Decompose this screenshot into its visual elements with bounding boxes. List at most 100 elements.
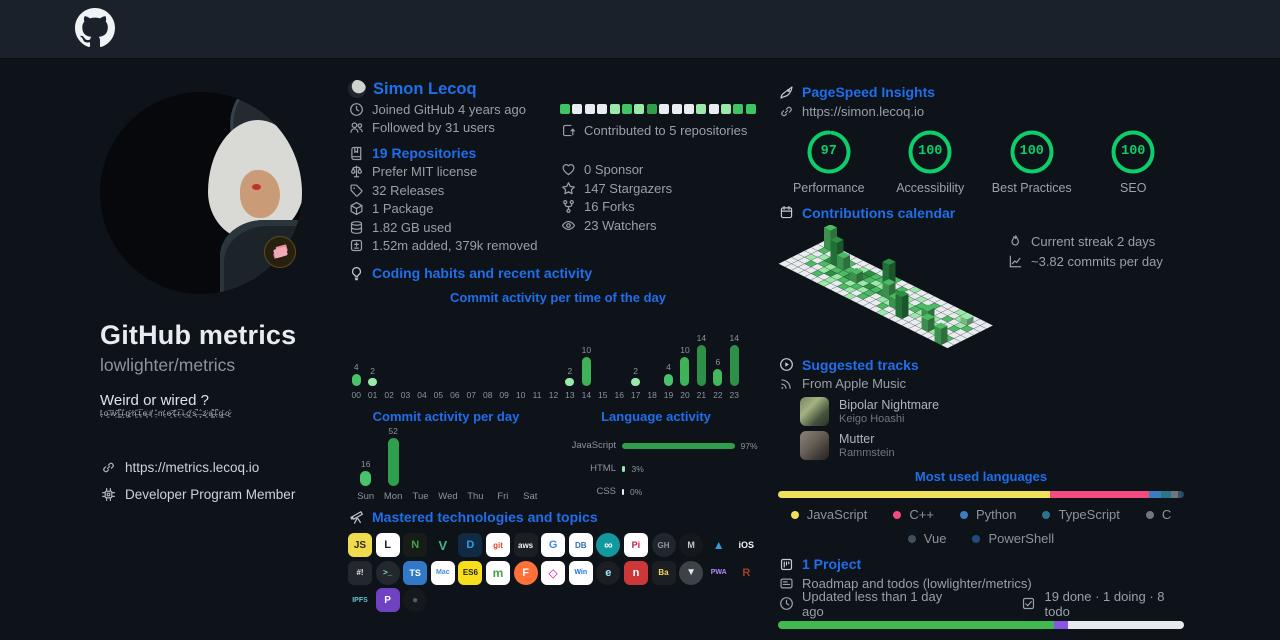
user-avatar [348,80,366,98]
clock-icon [778,596,794,612]
day-bar-column: Fri [497,491,509,502]
project-title: 1 Project [778,556,1184,572]
language-segment-c++ [1050,491,1150,498]
tasklist-icon [1021,596,1037,612]
contribution-square [634,104,645,114]
note-icon [778,575,794,591]
fact-text: Joined GitHub 4 years ago [372,101,526,117]
mastered-title: Mastered technologies and topics [348,509,768,525]
pagespeed-gauge-best-practices: 100 Best Practices [981,129,1083,195]
tag-icon [348,182,364,198]
profile-quote-noise: l̴̟̍o̶͚͠w̷̤̃l̵͇̚i̶̝͒g̷͍̈h̶̰̋t̵͈̿e̶͓͑r̸̙̈… [100,409,232,418]
fact-license: Prefer MIT license [348,163,768,182]
hour-bar-column: 2 13 [565,366,575,400]
hour-bar-column: 08 [482,390,493,400]
streak-label: Current streak 2 days [1031,234,1156,250]
contribution-square [659,104,670,114]
user-name-link[interactable]: Simon Lecoq [373,79,477,98]
header-bar [0,0,1280,58]
pagespeed-title: PageSpeed Insights [778,84,1184,100]
day-bar-column: 16 Sun [357,459,375,502]
tech-ios-icon: iOS [738,540,755,550]
rss-icon [778,376,794,392]
cpu-icon [100,486,116,502]
contributed-label: Contributed to 5 repositories [584,122,748,138]
rocket-icon [778,84,794,100]
contribution-square [584,104,595,114]
hour-bar-column: 2 01 [367,366,378,400]
language-segment-python [1149,491,1162,498]
repositories-row: 19 Repositories [348,144,768,163]
tracks-source: From Apple Music [802,376,907,392]
contribution-square [609,104,620,114]
user-header: Simon Lecoq [348,78,768,100]
pagespeed-gauges: 97 Performance 100 Accessibility 100 Best Pra… [778,129,1184,195]
contributions-calendar: Current streak 2 days ~3.82 commits per … [778,224,1184,357]
contribution-square [733,104,744,114]
languages-stacked-bar [778,491,1184,498]
tech-firefox-icon: F [513,560,538,585]
hour-bar-column: 10 20 [680,345,690,400]
star-icon [560,180,576,196]
track-artist: Keigo Hoashi [839,413,905,425]
contributed-icon [560,122,576,138]
language-segment-typescript [1161,491,1171,498]
play-icon [778,357,794,373]
tech-mongodb-icon: m [485,560,510,585]
website-link[interactable]: https://metrics.lecoq.io [125,459,260,475]
tracks-link[interactable]: Suggested tracks [802,356,919,373]
fact-watchers: 23 Watchers [560,216,768,235]
tech-purple-logo-icon: P [375,588,400,613]
contribution-squares [560,104,768,115]
legend-item: C [1145,507,1171,522]
tech-raspberry-pi-icon: Pi [623,533,648,557]
hour-bar-column: 4 19 [663,362,674,400]
commits-per-hour-chart: 4 00 2 01 02 03 04 05 06 07 08 09 10 11 12 2 13 10 14 15 16 2… [348,308,768,400]
tech-typescript-icon: TS [403,560,428,585]
project-icon [778,556,794,572]
project-description-row: Roadmap and todos (lowlighter/metrics) [778,574,1184,593]
track-item[interactable]: Bipolar Nightmare Keigo Hoashi [800,396,1184,427]
membership-label: Developer Program Member [125,486,296,502]
tech-sql-database-icon: DB [568,533,593,557]
pagespeed-gauge-accessibility: 100 Accessibility [880,129,982,195]
tech-dark-logo-icon: ● [403,588,428,613]
hour-bar-column: 10 [515,390,526,400]
album-art [800,431,829,460]
project-stats: 19 done · 1 doing · 8 todo [1044,588,1165,619]
link-icon [100,459,116,475]
calendar-link[interactable]: Contributions calendar [802,204,956,221]
day-bar-column: Wed [438,491,458,502]
contribution-square [572,104,583,114]
tech-windows-icon: Win [568,560,593,585]
hour-bar-column: 16 [614,390,624,400]
tech-arduino-icon: ∞ [596,533,621,557]
legend-item: TypeScript [1042,507,1120,522]
flame-icon [1007,234,1023,250]
fact-text: 23 Watchers [584,217,657,233]
repositories-link[interactable]: 19 Repositories [372,145,477,162]
project-link[interactable]: 1 Project [802,556,862,572]
hour-bar-column: 05 [433,390,444,400]
progress-segment-doing [1053,621,1068,629]
fact-text: 16 Forks [584,199,635,215]
contribution-square [708,104,719,114]
contribution-square [560,104,570,114]
hour-bar-column: 18 [647,390,657,400]
github-logo[interactable] [75,8,115,48]
track-title: Mutter [839,432,875,446]
contribution-square [745,104,756,114]
pagespeed-link[interactable]: PageSpeed Insights [802,84,936,100]
track-item[interactable]: Mutter Rammstein [800,430,1184,461]
tracks-title: Suggested tracks [778,357,1184,373]
language-segment-javascript [778,491,1051,498]
diff-icon [348,238,364,254]
calendar-icon [778,205,794,221]
legend-item: PowerShell [972,531,1054,546]
tech-azure-icon: ▲ [712,538,725,552]
repo-slug: lowlighter/metrics [100,355,236,375]
achievement-badge[interactable] [264,236,296,268]
legend-item: Vue [907,531,946,546]
telescope-icon [348,509,364,525]
